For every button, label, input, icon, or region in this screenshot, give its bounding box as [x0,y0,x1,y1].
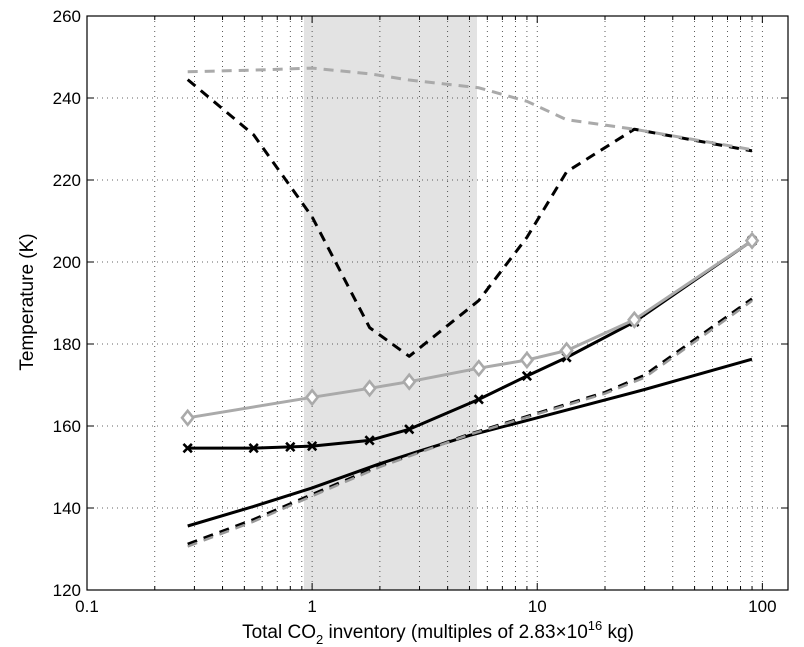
data-point-x-marker [306,440,318,452]
x-axis-title-superscript: 16 [588,618,602,633]
x-tick-label: 100 [748,597,776,616]
data-point-x-marker [473,394,484,405]
x-axis-title-suffix: kg) [602,622,634,643]
x-axis-title-subscript: 2 [316,632,323,647]
data-point-diamond-marker [471,359,487,378]
y-tick-label: 200 [53,253,81,272]
series-line-4 [186,78,753,358]
data-point-diamond-marker [559,341,574,360]
data-point-diamond-marker [519,350,535,370]
x-tick-label: 10 [528,597,547,616]
y-tick-label: 140 [53,499,81,518]
x-axis-title-middle: inventory (multiples of 2.83×10 [323,622,588,643]
y-tick-label: 260 [53,7,81,26]
shaded-region-layer [303,16,477,590]
data-point-x-marker [285,441,296,453]
series-line-1 [187,357,753,528]
x-tick-label: 0.1 [75,597,99,616]
y-tick-label: 160 [53,417,81,436]
data-point-diamond-marker [304,388,320,407]
tick-layer [87,15,788,591]
series-line-7 [187,299,753,548]
data-point-diamond-marker [744,231,760,250]
data-point-diamond-marker [362,379,377,398]
data-point-x-marker [248,443,259,454]
data-point-x-marker [404,424,415,435]
tick-label-layer: 0.1 1 10 100 120 140 160 180 200 220 240 260 [53,7,777,616]
data-point-diamond-marker [401,372,417,391]
x-tick-label: 1 [307,597,316,616]
grid-layer [87,16,788,590]
data-point-x-marker [521,370,533,382]
x-axis-title-prefix: Total CO [242,622,316,643]
data-point-diamond-marker [180,408,195,427]
y-tick-label: 220 [53,171,81,190]
series-line-5 [187,66,753,152]
shaded-band [303,16,477,590]
x-axis-title: Total CO2 inventory (multiples of 2.83×1… [242,618,634,647]
plot-frame [86,15,789,591]
y-axis-title: Temperature (K) [17,233,38,370]
y-tick-label: 120 [53,581,81,600]
series-layer [180,66,760,548]
data-point-x-marker [364,435,375,446]
y-tick-label: 240 [53,89,81,108]
y-tick-label: 180 [53,335,81,354]
data-point-x-marker [182,443,193,454]
data-point-diamond-marker [627,310,642,329]
